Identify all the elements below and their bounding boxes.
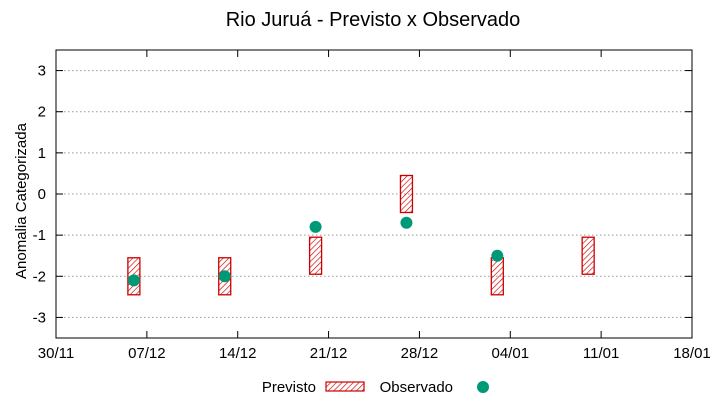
legend-observado-label: Observado [380, 379, 453, 396]
y-tick-label: 1 [38, 145, 46, 162]
legend: Previsto Observado [262, 379, 489, 396]
x-tick-label: 18/01 [673, 345, 711, 362]
observado-point [491, 249, 504, 262]
x-tick-label: 28/12 [401, 345, 439, 362]
x-axis-ticks: 30/11 07/12 14/12 21/12 28/12 04/01 11/01 18/01 [38, 50, 711, 362]
grid-lines [56, 70, 692, 318]
y-tick-label: -2 [33, 268, 46, 285]
observado-point [218, 270, 231, 283]
x-tick-label: 11/01 [583, 345, 619, 362]
chart-title: Rio Juruá - Previsto x Observado [226, 9, 521, 31]
x-tick-label: 07/12 [128, 345, 166, 362]
x-tick-label: 21/12 [310, 345, 348, 362]
previsto-range-bar [308, 236, 323, 275]
y-tick-label: -1 [33, 227, 46, 244]
x-tick-label: 30/11 [38, 345, 74, 362]
observado-point [127, 274, 140, 287]
plot-frame [55, 49, 693, 339]
y-axis-ticks: -3 -2 -1 0 1 2 3 [33, 63, 692, 326]
previsto-range-bar [399, 174, 414, 214]
previsto-range-bar [581, 236, 595, 275]
observado-point [309, 220, 322, 233]
legend-previsto-label: Previsto [262, 379, 316, 396]
y-tick-label: -3 [33, 309, 46, 326]
y-tick-label: 3 [38, 63, 46, 80]
legend-observado-marker [477, 381, 489, 393]
y-axis-label: Anomalia Categorizada [13, 122, 30, 279]
y-tick-label: 2 [38, 104, 46, 121]
data-marks [127, 174, 595, 296]
x-tick-label: 14/12 [219, 345, 257, 362]
y-tick-label: 0 [38, 186, 46, 203]
legend-previsto-swatch [325, 381, 365, 392]
observado-point [400, 216, 413, 229]
previsto-range-bar [490, 257, 504, 296]
x-tick-label: 04/01 [492, 345, 530, 362]
